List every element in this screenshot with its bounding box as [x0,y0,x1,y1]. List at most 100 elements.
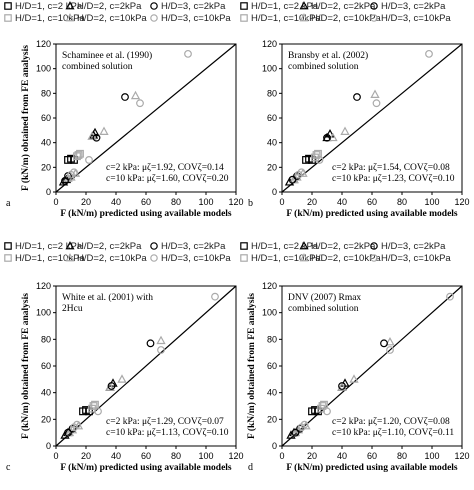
data-point [385,336,395,346]
x-tick-label: 0 [53,451,58,461]
y-tick-label: 120 [262,39,277,49]
data-point [90,127,100,137]
model-annotation: combined solution [288,304,359,314]
y-tick-label: 80 [267,88,277,98]
stats-annotation: c=2 kPa: μζ=1.92, COVζ=0.14 [106,162,224,173]
stats-annotation: c=2 kPa: μζ=1.54, COVζ=0.08 [332,162,450,173]
y-tick-label: 0 [46,441,51,451]
x-axis-label: F (kN/m) predicted using available model… [60,208,232,219]
legend-label: H/D=1, c=10kPa [15,13,85,24]
x-tick-label: 20 [307,451,317,461]
model-annotation: Bransby et al. (2002) [288,50,368,61]
model-annotation: White et al. (2001) with [62,292,153,303]
legend-marker [150,254,158,262]
x-tick-label: 40 [337,451,347,461]
legend-marker [370,14,378,22]
panel-letter: a [6,198,11,209]
y-tick-label: 80 [41,334,51,344]
legend-label: H/D=2, c=10kPa [77,13,147,24]
model-annotation: Schaminee et al. (1990) [62,50,152,61]
legend-label: H/D=2, c=10kPa [311,13,381,24]
legend-marker [150,242,158,250]
data-point [94,407,102,416]
legend-label: H/D=1, c=10kPa [251,13,321,24]
y-tick-label: 100 [262,308,277,318]
legend-label: H/D=3, c=10kPa [381,253,451,264]
legend-label: H/D=2, c=2kPa [77,1,142,12]
y-tick-label: 40 [41,388,51,398]
y-axis-label: F (kN/m) obtained from FE analysis [20,45,31,191]
y-tick-label: 120 [36,39,51,49]
legend-label: H/D=3, c=2kPa [381,1,446,12]
model-annotation: combined solution [62,62,133,72]
data-point [338,382,346,390]
y-tick-label: 80 [267,334,277,344]
legend-marker [299,241,309,250]
legend-marker [240,254,248,262]
stats-annotation: c=10 kPa: μζ=1.23, COVζ=0.10 [332,173,455,184]
y-tick-label: 60 [41,361,51,371]
x-tick-label: 0 [53,197,58,207]
x-tick-label: 120 [454,197,469,207]
chart-panel-a: 0 20 40 60 80 100 120 0 20 40 60 80 100 120 Schaminee … [6,39,244,219]
legend-label: H/D=3, c=10kPa [161,13,231,24]
reference-line [55,43,237,193]
data-point [211,292,219,301]
x-axis-label: F (kN/m) predicted using available model… [60,462,232,473]
legend-marker [299,1,309,10]
y-tick-label: 0 [272,441,277,451]
x-tick-label: 60 [367,451,377,461]
legend-marker [240,2,248,10]
y-tick-label: 100 [36,308,51,318]
data-point [328,132,338,142]
x-tick-label: 120 [228,197,243,207]
legend-marker [150,2,158,10]
x-tick-label: 80 [171,451,181,461]
x-tick-label: 0 [279,197,284,207]
data-point [130,90,141,100]
data-point [107,382,116,390]
legend-label: H/D=2, c=10kPa [77,253,147,264]
x-tick-label: 40 [111,451,121,461]
reference-line [55,285,237,447]
stats-annotation: c=10 kPa: μζ=1.60, COVζ=0.20 [106,173,229,184]
data-point [91,400,99,409]
data-point [353,93,361,101]
legend-marker [240,14,248,22]
legend-marker [370,242,378,250]
model-annotation: 2Hcu [62,304,83,314]
legend-label: H/D=1, c=2 kPa [251,1,319,12]
stats-annotation: c=2 kPa: μζ=1.29, COVζ=0.07 [106,416,224,427]
legend-label: H/D=1, c=2 kPa [251,241,319,252]
x-tick-label: 20 [81,451,91,461]
x-axis-label: F (kN/m) predicted using available model… [286,208,458,219]
data-point [67,424,78,434]
legend-marker [65,253,75,262]
legend-label: H/D=1, c=2 kPa [15,241,83,252]
data-point [296,424,304,433]
legend-marker [4,14,12,22]
y-tick-label: 40 [267,138,277,148]
x-tick-label: 60 [141,451,151,461]
data-point [300,420,309,429]
data-point [99,126,109,135]
legend-label: H/D=3, c=10kPa [161,253,231,264]
data-point [291,428,300,437]
x-tick-label: 60 [141,197,151,207]
y-tick-label: 40 [41,138,51,148]
x-tick-label: 100 [198,197,213,207]
data-point [340,126,350,135]
reference-line [281,43,463,193]
data-point [337,382,347,391]
model-annotation: DNV (2007) Rmax [288,292,361,303]
x-tick-label: 20 [81,197,91,207]
y-axis-label: F (kN/m) obtained from FE analysis [246,293,257,439]
x-tick-label: 60 [367,197,377,207]
panel-letter: b [248,198,253,209]
x-tick-label: 80 [397,451,407,461]
x-axis-label: F (kN/m) predicted using available model… [286,462,458,473]
